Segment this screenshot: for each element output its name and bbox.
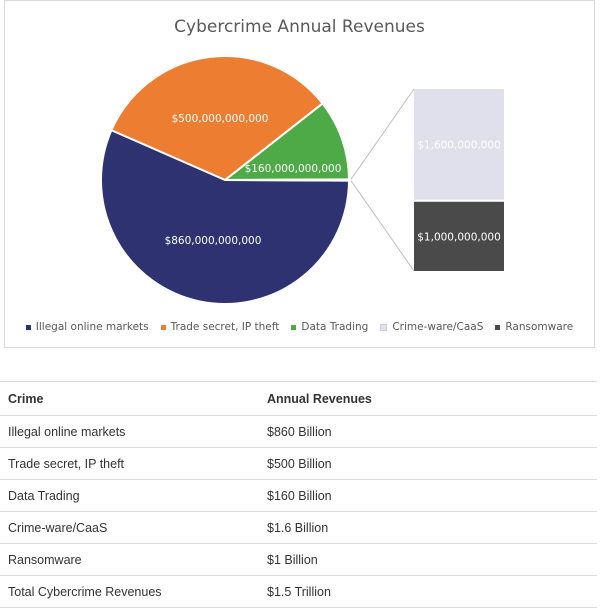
data-label-crime-ware-caas: $1,600,000,000	[417, 139, 501, 151]
legend-item-illegal-online-markets: Illegal online markets	[25, 321, 149, 333]
bar-segment-ransomware	[414, 201, 504, 271]
pie-slice-other	[224, 178, 350, 182]
data-label-illegal-online-markets: $860,000,000,000	[165, 235, 262, 247]
revenue-cell: $860 Billion	[259, 415, 597, 448]
data-label-data-trading: $160,000,000,000	[245, 163, 342, 175]
pie-slice-trade-secret-ip-theft	[110, 55, 324, 182]
legend-label: Crime-ware/CaaS	[392, 321, 484, 333]
legend-swatch	[495, 324, 501, 330]
legend-swatch	[380, 323, 388, 331]
legend-label: Data Trading	[301, 321, 369, 333]
legend-item-crime-ware-caas: Crime-ware/CaaS	[380, 321, 483, 333]
legend-label: Illegal online markets	[35, 321, 149, 333]
chart-title: Cybercrime Annual Revenues	[174, 17, 425, 37]
table-row: Crime-ware/CaaS $1.6 Billion	[0, 511, 597, 544]
crime-cell: Illegal online markets	[0, 415, 259, 448]
crime-cell: Trade secret, IP theft	[0, 447, 259, 480]
revenue-cell: $1.6 Billion	[259, 511, 597, 544]
table-row: Total Cybercrime Revenues $1.5 Trillion	[0, 575, 597, 608]
chart-legend: Illegal online markets Trade secret, IP t…	[5, 321, 594, 333]
table-row: Illegal online markets $860 Billion	[0, 415, 597, 448]
data-label-trade-secret-ip-theft: $500,000,000,000	[172, 113, 269, 125]
revenue-cell: $160 Billion	[259, 479, 597, 512]
revenue-table: Crime Annual Revenues Illegal online mar…	[0, 381, 597, 608]
connector-line-bottom	[350, 180, 415, 272]
legend-label: Trade secret, IP theft	[170, 321, 280, 333]
connector-line-top	[350, 88, 415, 180]
table-header-row: Crime Annual Revenues	[0, 381, 597, 416]
revenue-cell: $500 Billion	[259, 447, 597, 480]
legend-item-trade-secret-ip-theft: Trade secret, IP theft	[160, 321, 280, 333]
crime-cell: Ransomware	[0, 543, 259, 576]
crime-cell: Data Trading	[0, 479, 259, 512]
table-row: Data Trading $160 Billion	[0, 479, 597, 512]
chart-container: Cybercrime Annual Revenues $160,000,000,…	[4, 0, 595, 348]
table-row: Ransomware $1 Billion	[0, 543, 597, 576]
pie-slice-illegal-online-markets	[100, 128, 351, 305]
legend-label: Ransomware	[505, 321, 574, 333]
revenue-cell: $1 Billion	[259, 543, 597, 576]
revenue-cell: $1.5 Trillion	[259, 575, 597, 608]
legend-item-ransomware: Ransomware	[495, 321, 573, 333]
pie-chart: $160,000,000,000 $500,000,000,000 $860,000…	[100, 55, 504, 305]
header-crime: Crime	[0, 381, 259, 416]
crime-cell: Crime-ware/CaaS	[0, 511, 259, 544]
bar-segment-crime-ware-caas	[414, 89, 504, 200]
pie-slice-data-trading	[222, 102, 351, 182]
legend-swatch	[291, 324, 297, 330]
legend-swatch	[25, 324, 31, 330]
data-label-ransomware: $1,000,000,000	[417, 231, 501, 243]
legend-swatch	[160, 324, 166, 330]
header-annual-revenues: Annual Revenues	[259, 381, 597, 416]
table-row: Trade secret, IP theft $500 Billion	[0, 447, 597, 480]
legend-item-data-trading: Data Trading	[291, 321, 368, 333]
crime-cell: Total Cybercrime Revenues	[0, 575, 259, 608]
